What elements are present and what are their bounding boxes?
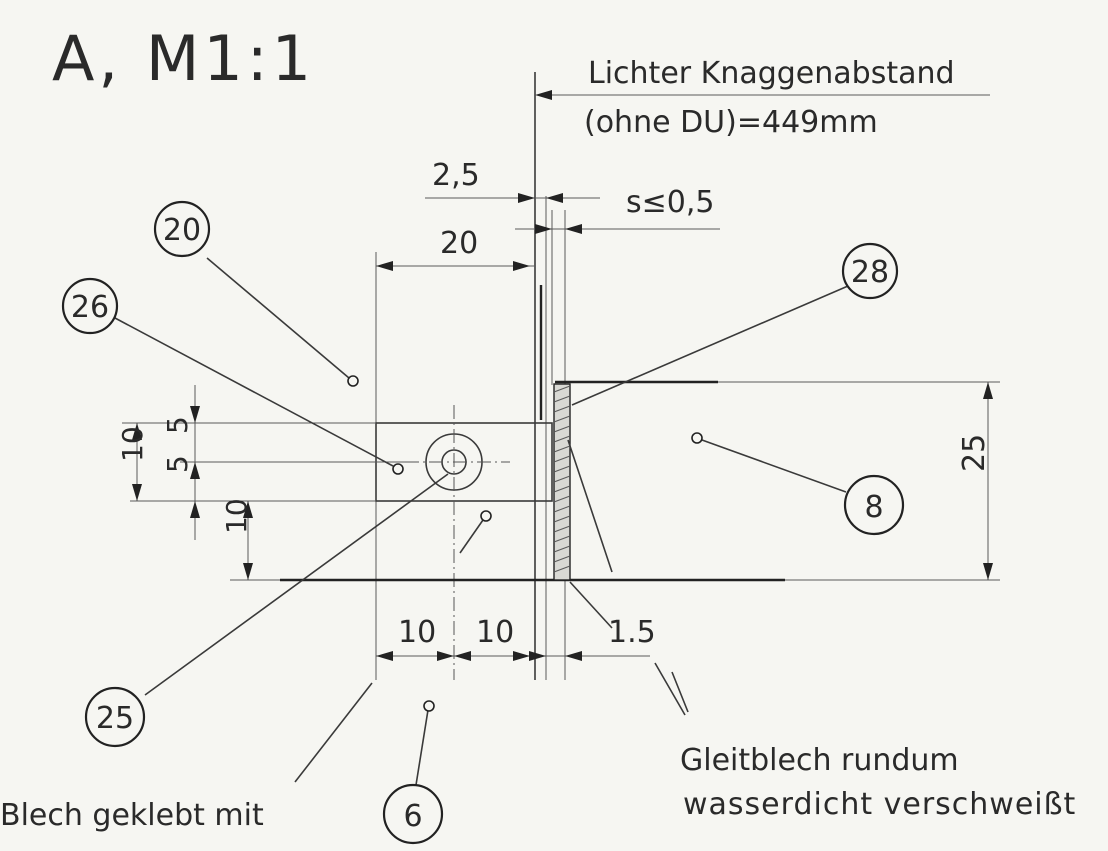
arrow-bottom-2 (437, 651, 454, 661)
arrow-5-mid (190, 462, 200, 479)
arrow-20-right (513, 261, 530, 271)
leader-1-5 (569, 581, 613, 629)
dim-10-b: 10 (476, 615, 514, 650)
arrow-bottom-1 (376, 651, 393, 661)
callout-6: 6 (403, 799, 422, 834)
arrow-2-5-left (518, 193, 535, 203)
leader-weld-3 (671, 671, 689, 713)
arrow-25-bottom (983, 563, 993, 580)
leader-26-dot (392, 463, 404, 475)
leader-small-dot (480, 510, 492, 522)
leader-small (459, 519, 484, 554)
arrow-25-top (983, 382, 993, 399)
callout-25: 25 (96, 701, 134, 736)
leader-weld-1 (567, 439, 613, 573)
note-slide-plate: Gleitblech rundum (680, 743, 959, 778)
dim-25: 25 (957, 434, 992, 472)
leader-6 (415, 709, 429, 786)
dim-2-5: 2,5 (432, 158, 480, 193)
dim-20: 20 (440, 226, 478, 261)
note-clear-distance: Lichter Knaggenabstand (588, 56, 955, 91)
leader-6-dot (423, 700, 435, 712)
note-welded: wasserdicht verschweißt (683, 787, 1076, 822)
arrow-bottom-6 (565, 651, 582, 661)
callout-28: 28 (851, 255, 889, 290)
arrow-top-note (535, 90, 552, 100)
dim-1-5: 1.5 (608, 615, 656, 650)
drawing-title: A, M1:1 (52, 22, 315, 95)
dim-5-upper: 5 (161, 416, 194, 434)
callout-26: 26 (71, 290, 109, 325)
callout-8-circle (843, 474, 905, 536)
callout-20: 20 (163, 213, 201, 248)
leader-8-dot (691, 432, 703, 444)
arrow-10-left-bottom (132, 484, 142, 501)
arrow-s-left (535, 224, 552, 234)
arrow-10-left-top (132, 423, 142, 440)
callout-28-circle (841, 242, 899, 300)
callout-8: 8 (864, 490, 883, 525)
arrow-bottom-3 (454, 651, 471, 661)
leader-20-dot (347, 375, 359, 387)
callout-6-circle (382, 783, 444, 845)
leader-20 (206, 257, 350, 379)
arrow-20-left (376, 261, 393, 271)
arrow-5-bottom (190, 501, 200, 518)
arrow-10-lower-top (243, 501, 253, 518)
dim-s: s≤0,5 (626, 185, 714, 220)
dim-5-lower: 5 (161, 455, 194, 473)
dim-10-a: 10 (398, 615, 436, 650)
leader-26 (114, 317, 394, 467)
arrow-2-5-right (546, 193, 563, 203)
dim-10-lower: 10 (220, 498, 253, 534)
leader-glued (294, 682, 373, 783)
arrow-s-right (565, 224, 582, 234)
leader-25 (144, 473, 449, 696)
leader-weld-2 (654, 662, 686, 716)
leader-28 (571, 285, 849, 406)
callout-25-circle (84, 686, 146, 748)
note-glued-plate: Blech geklebt mit (0, 798, 264, 833)
arrow-10-lower-bottom (243, 563, 253, 580)
leader-8 (701, 439, 847, 493)
note-without-du: (ohne DU)=449mm (584, 105, 878, 140)
arrow-bottom-4 (513, 651, 530, 661)
weld-hatch (553, 385, 571, 573)
dim-10-left: 10 (116, 426, 149, 462)
arrow-5-top (190, 406, 200, 423)
callout-20-circle (153, 200, 211, 258)
callout-26-circle (61, 277, 119, 335)
arrow-bottom-5 (529, 651, 546, 661)
